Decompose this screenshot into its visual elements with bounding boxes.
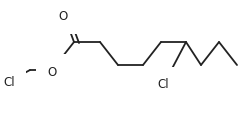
Text: O: O	[47, 65, 57, 79]
Text: Cl: Cl	[3, 76, 15, 88]
Text: Cl: Cl	[157, 79, 169, 91]
Text: O: O	[58, 10, 68, 23]
